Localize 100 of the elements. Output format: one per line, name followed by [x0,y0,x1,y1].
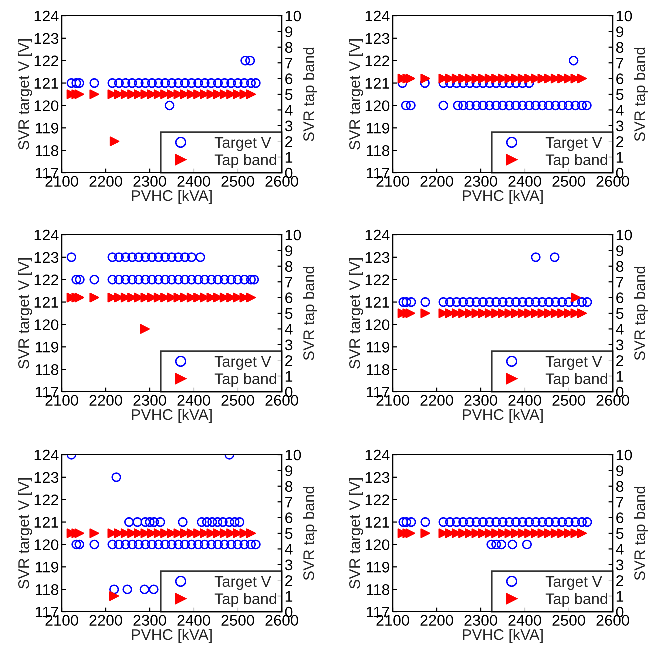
legend-label: Tap band [546,593,608,608]
y-tick-label: 122 [34,56,58,66]
x-axis-title: PVHC [kVA] [463,409,543,424]
x-tick-label: 2400 [178,615,210,626]
y2-tick-label: 10 [286,450,302,461]
y-tick-label: 119 [36,342,58,353]
y2-tick-label: 5 [285,308,293,320]
y-axis-title: SVR target V [V] [349,40,364,150]
legend-label: Target V [546,137,602,152]
x-tick-label: 2400 [178,395,210,406]
y-tick-label: 124 [34,10,59,22]
y2-tick-label: 4 [285,544,293,555]
y2-tick-label: 6 [616,512,624,524]
x-axis-title: PVHC [kVA] [463,629,543,644]
y-tick-label: 124 [366,10,390,22]
legend-label: Tap band [214,154,276,168]
x-tick-label: 2200 [90,176,122,187]
y-tick-label: 117 [367,607,390,618]
y2-tick-label: 8 [285,42,293,54]
y-tick-label: 118 [367,584,390,596]
y2-tick-label: 5 [285,528,293,540]
y2-tick-label: 9 [285,246,293,256]
y2-tick-label: 1 [286,591,293,602]
y2-tick-label: 6 [616,292,624,304]
x-tick-label: 2500 [552,176,586,187]
y-tick-label: 119 [367,562,390,573]
x-tick-label: 2500 [222,176,254,187]
y-tick-label: 121 [34,78,58,89]
y-tick-label: 123 [34,33,59,44]
y-tick-label: 120 [34,100,59,112]
y-tick-label: 120 [34,540,59,550]
legend-label: Target V [214,356,272,370]
x-tick-label: 2100 [376,395,410,406]
x-tick-label: 2200 [420,395,454,406]
x-tick-label: 2300 [464,395,498,406]
y2-tick-label: 5 [616,90,624,100]
y2-tick-label: 7 [286,277,293,288]
y2-tick-label: 9 [285,466,293,476]
x-tick-label: 2300 [464,176,498,187]
y2-axis-title: SVR tap band [303,486,318,580]
x-tick-label: 2500 [222,395,254,406]
y2-tick-label: 10 [616,230,632,241]
legend-label: Target V [214,137,272,152]
y-tick-label: 123 [366,252,390,264]
x-axis-title: PVHC [kVA] [132,629,212,644]
x-axis-title: PVHC [kVA] [463,190,543,204]
y-tick-label: 117 [36,387,58,398]
y-tick-label: 119 [36,562,58,573]
y2-tick-label: 4 [616,544,624,555]
legend-label: Tap band [214,593,276,608]
y-tick-label: 124 [366,450,390,461]
y2-tick-label: 3 [285,340,293,351]
x-tick-label: 2500 [222,615,254,626]
y2-tick-label: 6 [286,292,293,304]
y-tick-label: 118 [36,145,59,156]
y2-tick-label: 7 [616,497,624,508]
y2-tick-label: 3 [285,560,293,571]
y-tick-label: 119 [36,123,58,134]
x-tick-label: 2300 [464,615,498,626]
y-tick-label: 122 [34,494,58,506]
y2-tick-label: 9 [616,26,624,38]
x-axis-title: PVHC [kVA] [132,409,212,424]
x-tick-label: 2100 [46,395,78,406]
y2-tick-label: 1 [616,371,624,382]
y-tick-label: 117 [367,387,390,398]
y2-tick-label: 2 [616,575,624,586]
y2-tick-label: 10 [616,450,632,461]
y2-tick-label: 3 [616,120,624,132]
y-tick-label: 123 [34,472,59,484]
y-tick-label: 123 [366,472,390,484]
y2-tick-label: 2 [286,355,293,366]
y-tick-label: 117 [367,168,390,179]
y2-tick-label: 6 [286,512,293,524]
x-tick-label: 2500 [552,395,586,406]
y2-tick-label: 2 [286,136,293,148]
y-tick-label: 121 [366,517,390,528]
y2-tick-label: 4 [285,324,293,335]
x-tick-label: 2100 [46,615,78,626]
y2-tick-label: 2 [616,136,624,148]
x-tick-label: 2500 [552,615,586,626]
x-tick-label: 2200 [90,615,122,626]
y-axis-title: SVR target V [V] [18,40,32,150]
legend-label: Tap band [546,373,608,388]
y2-tick-label: 5 [616,528,624,540]
legend-label: Target V [546,576,602,590]
y2-axis-title: SVR tap band [634,266,648,360]
legend-label: Tap band [214,373,276,388]
y-axis-title: SVR target V [V] [349,478,364,589]
y2-tick-label: 3 [616,560,624,571]
x-tick-label: 2300 [134,615,166,626]
y-tick-label: 123 [34,252,59,264]
y-tick-label: 121 [366,297,390,308]
x-tick-label: 2400 [178,176,210,187]
y2-tick-label: 4 [616,105,624,116]
x-tick-label: 2300 [134,395,166,406]
y2-tick-label: 1 [616,591,624,602]
y2-tick-label: 5 [616,308,624,320]
y-axis-title: SVR target V [V] [18,478,32,589]
y2-tick-label: 7 [286,497,293,508]
y-tick-label: 124 [34,230,59,241]
